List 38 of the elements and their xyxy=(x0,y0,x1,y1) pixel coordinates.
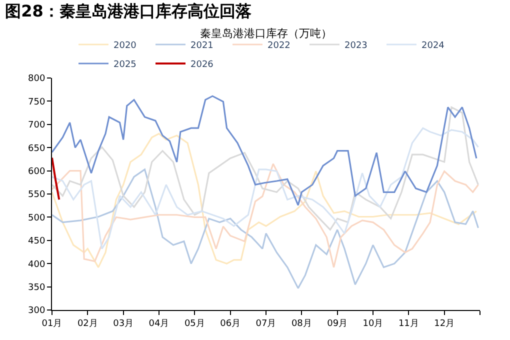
x-tick-label: 08月 xyxy=(291,318,312,329)
x-tick-label: 10月 xyxy=(362,318,384,329)
line-series xyxy=(52,127,480,250)
line-series xyxy=(52,106,480,231)
legend-label: 2026 xyxy=(190,60,214,70)
legend-label: 2024 xyxy=(422,41,445,52)
x-tick-label: 02月 xyxy=(77,318,98,329)
line-series xyxy=(52,163,480,268)
y-tick-label: 350 xyxy=(28,282,46,293)
chart-title: 图28：秦皇岛港港口库存高位回落 xyxy=(5,1,252,20)
y-tick-label: 500 xyxy=(28,213,46,224)
y-tick-label: 700 xyxy=(28,120,46,131)
legend-label: 2021 xyxy=(190,41,214,52)
x-tick-label: 01月 xyxy=(42,318,62,329)
line-series xyxy=(52,168,480,289)
x-tick-label: 07月 xyxy=(256,318,276,329)
y-tick-label: 400 xyxy=(28,260,46,270)
y-tick-label: 450 xyxy=(28,236,46,247)
chart-subtitle: 秦皇岛港港口库存（万吨） xyxy=(200,27,332,40)
legend-label: 2025 xyxy=(114,60,136,70)
x-tick-label: 12月 xyxy=(434,318,455,329)
line-series xyxy=(52,132,478,268)
y-tick-label: 650 xyxy=(28,144,46,154)
y-tick-label: 550 xyxy=(28,190,46,200)
legend-label: 2020 xyxy=(114,41,137,52)
x-tick-label: 03月 xyxy=(113,318,134,329)
legend-label: 2023 xyxy=(344,41,368,52)
legend-label: 2022 xyxy=(268,41,290,52)
line-series xyxy=(52,95,478,206)
x-tick-label: 04月 xyxy=(148,318,170,329)
y-tick-label: 750 xyxy=(28,97,46,108)
y-tick-label: 300 xyxy=(28,306,46,316)
x-tick-label: 05月 xyxy=(184,318,205,329)
y-tick-label: 600 xyxy=(28,166,46,177)
x-tick-label: 09月 xyxy=(327,318,348,329)
y-tick-label: 800 xyxy=(28,74,46,84)
x-tick-label: 06月 xyxy=(220,318,241,329)
x-tick-label: 11月 xyxy=(398,318,419,329)
